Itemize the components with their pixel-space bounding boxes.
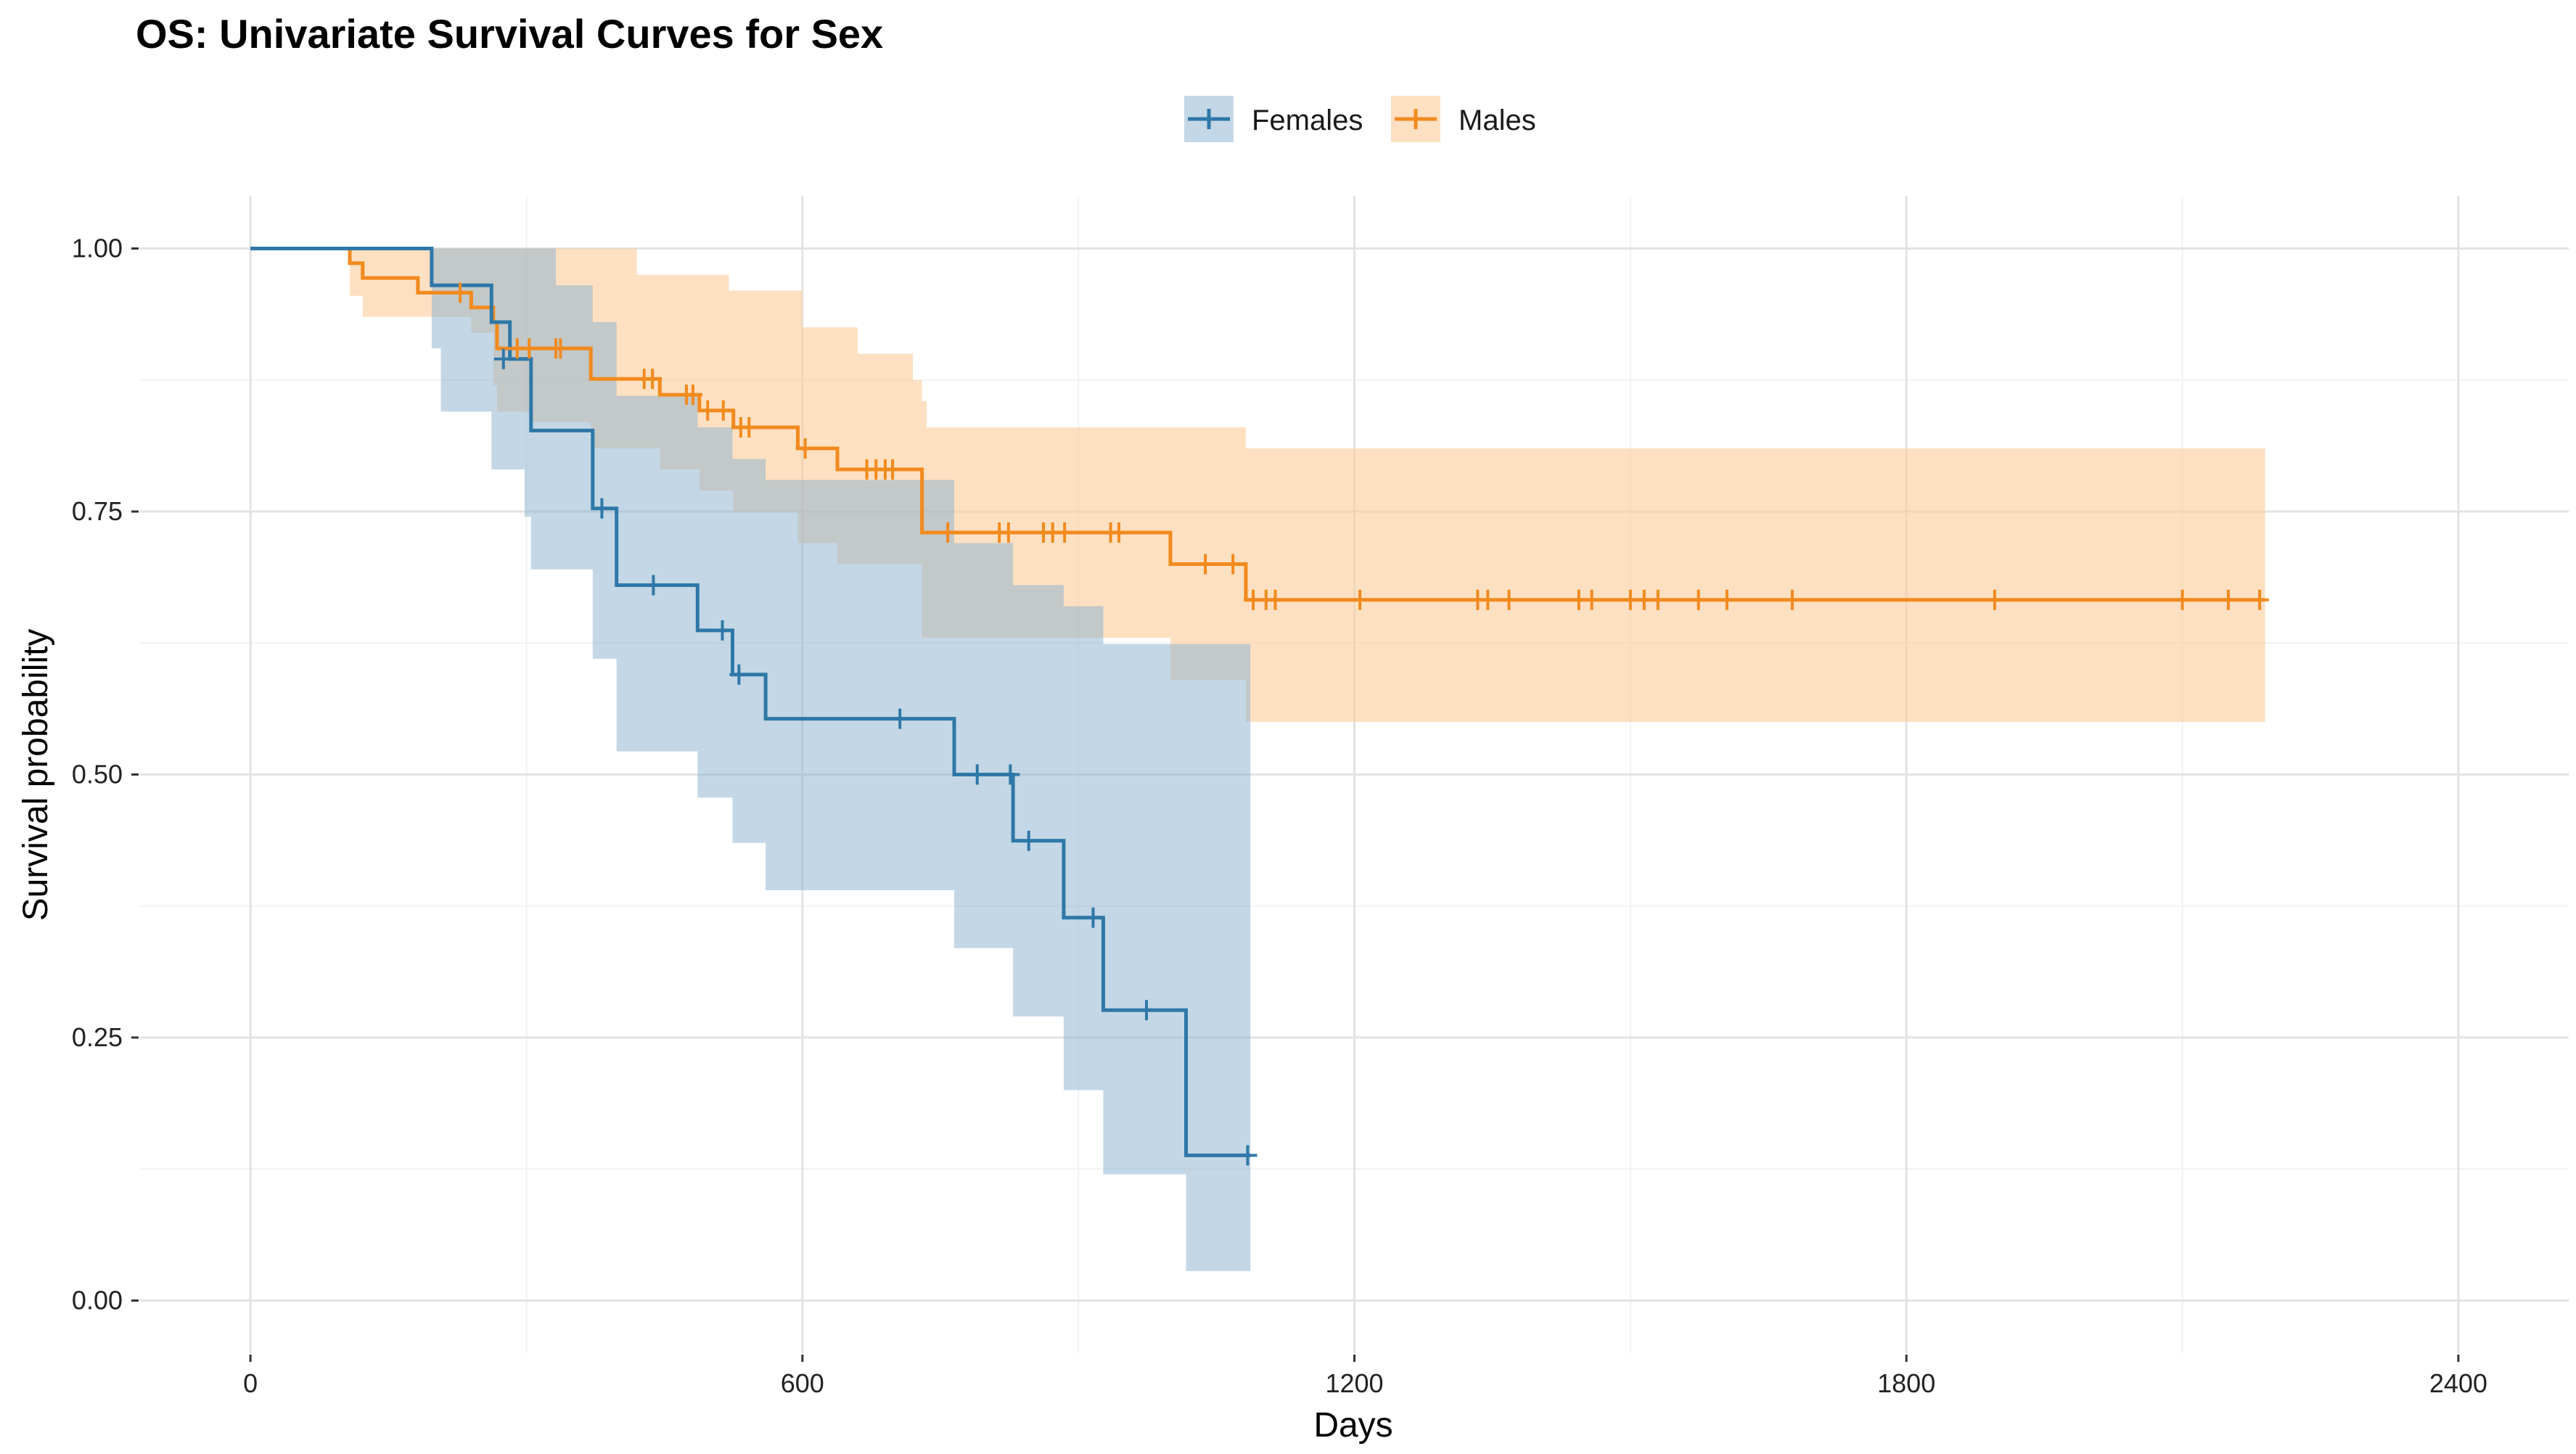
censor-mark-males xyxy=(1223,554,1243,575)
ci-band-females xyxy=(250,248,1251,1271)
censor-mark-females xyxy=(713,620,732,641)
censor-mark-males xyxy=(2173,589,2192,610)
censor-mark-males xyxy=(1196,554,1215,575)
censor-mark-females xyxy=(1001,764,1020,785)
legend: Females Males xyxy=(1184,96,1536,142)
censor-mark-females xyxy=(967,764,987,785)
x-axis-ticks: 0 600 1200 1800 2400 xyxy=(243,1355,2487,1398)
censor-mark-males xyxy=(883,459,903,480)
y-axis-ticks: 0.00 0.25 0.50 0.75 1.00 xyxy=(72,234,139,1315)
censor-mark-males xyxy=(1266,589,1285,610)
censor-mark-males xyxy=(451,282,470,303)
legend-item-males[interactable]: Males xyxy=(1391,96,1536,142)
x-tick-label: 0 xyxy=(243,1368,258,1398)
y-tick-label: 0.00 xyxy=(72,1286,123,1315)
x-tick-label: 1200 xyxy=(1325,1368,1383,1398)
y-tick-label: 0.75 xyxy=(72,496,123,526)
y-tick-label: 0.50 xyxy=(72,760,123,789)
y-tick-label: 0.25 xyxy=(72,1022,123,1052)
censor-mark-males xyxy=(1648,589,1668,610)
censor-mark-females xyxy=(644,575,663,596)
legend-label-females: Females xyxy=(1252,104,1363,136)
censor-mark-males xyxy=(1689,589,1708,610)
censor-mark-males xyxy=(1782,589,1802,610)
censor-mark-females xyxy=(890,708,910,729)
ci-band-males xyxy=(250,248,2265,722)
censor-mark-males xyxy=(683,385,702,406)
censor-mark-males xyxy=(795,438,815,459)
censor-mark-females xyxy=(1238,1145,1258,1166)
censor-mark-males xyxy=(1717,589,1736,610)
censor-mark-males xyxy=(1582,589,1601,610)
censor-marks xyxy=(451,282,2270,1166)
censor-mark-males xyxy=(2218,589,2238,610)
censor-mark-males xyxy=(1478,589,1498,610)
censor-mark-males xyxy=(1499,589,1519,610)
censor-mark-males xyxy=(1055,522,1075,543)
x-axis-label: Days xyxy=(1313,1406,1392,1445)
censor-mark-males xyxy=(1109,522,1128,543)
legend-item-females[interactable]: Females xyxy=(1184,96,1363,142)
censor-mark-males xyxy=(998,522,1018,543)
censor-mark-males xyxy=(2250,589,2270,610)
y-axis-label: Survival probability xyxy=(17,629,55,921)
legend-label-males: Males xyxy=(1459,104,1536,136)
survival-curve-males[interactable] xyxy=(250,247,2265,602)
censor-mark-females xyxy=(592,498,612,519)
x-tick-label: 1800 xyxy=(1877,1368,1935,1398)
censor-mark-males xyxy=(938,522,958,543)
censor-mark-females xyxy=(493,348,513,369)
x-tick-label: 600 xyxy=(781,1368,824,1398)
censor-mark-females xyxy=(729,664,749,685)
censor-mark-males xyxy=(1350,589,1370,610)
censor-mark-males xyxy=(739,417,759,438)
censor-mark-males xyxy=(1985,589,2004,610)
censor-mark-females xyxy=(1136,1000,1156,1021)
confidence-bands xyxy=(250,248,2265,1271)
censor-mark-males xyxy=(520,338,539,359)
censor-mark-males xyxy=(643,369,663,390)
x-tick-label: 2400 xyxy=(2429,1368,2487,1398)
censor-mark-males xyxy=(713,400,733,421)
y-tick-label: 1.00 xyxy=(72,234,123,263)
censor-mark-females xyxy=(1083,907,1103,928)
chart-title: OS: Univariate Survival Curves for Sex xyxy=(136,11,883,57)
censor-mark-females xyxy=(1019,830,1038,851)
censor-mark-males xyxy=(551,338,570,359)
